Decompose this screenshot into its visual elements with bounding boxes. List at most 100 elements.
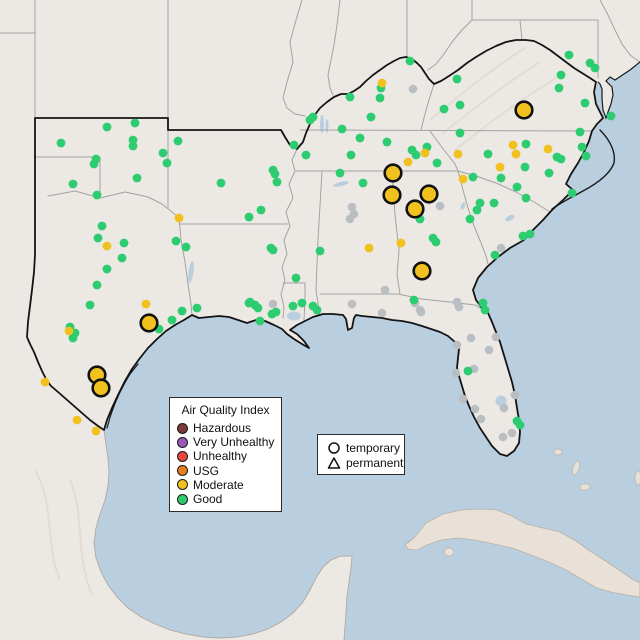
station-dot-no-data [498, 432, 508, 442]
station-dot-good [452, 74, 462, 84]
station-dot-good [455, 100, 465, 110]
aqi-item-label: Hazardous [193, 421, 252, 436]
bahamas-island [572, 460, 580, 476]
station-dot-temporary-moderate [419, 184, 439, 204]
station-dot-moderate [420, 148, 430, 158]
station-dot-good [335, 168, 345, 178]
station-dot-moderate [511, 149, 521, 159]
station-dot-good [97, 221, 107, 231]
station-dot-moderate [174, 213, 184, 223]
station-dot-good [409, 295, 419, 305]
station-dot-good [173, 136, 183, 146]
station-dot-good [167, 315, 177, 325]
station-dot-good [405, 56, 415, 66]
station-dot-moderate [72, 415, 82, 425]
station-dot-no-data [484, 345, 494, 355]
station-dot-no-data [507, 428, 517, 438]
station-dot-good [268, 245, 278, 255]
station-dot-moderate [377, 78, 387, 88]
station-dot-good [346, 150, 356, 160]
station-dot-good [244, 212, 254, 222]
station-dot-good [291, 273, 301, 283]
aqi-legend-title: Air Quality Index [181, 403, 270, 417]
station-dot-no-data [347, 202, 357, 212]
isla-juventud [443, 547, 455, 557]
bahamas-island [579, 483, 591, 491]
northeast-coastline [597, 61, 640, 120]
station-dot-good [375, 93, 385, 103]
station-dot-good [606, 111, 616, 121]
station-dot-good [89, 159, 99, 169]
station-dot-good [480, 305, 490, 315]
station-dot-moderate [495, 162, 505, 172]
station-dot-good [158, 148, 168, 158]
station-dot-moderate [64, 326, 74, 336]
station-dot-good [355, 133, 365, 143]
aqi-item-label: Good [193, 492, 223, 507]
station-dot-good [432, 158, 442, 168]
station-dot-good [496, 173, 506, 183]
station-dot-good [119, 238, 129, 248]
state-borders [0, 0, 640, 321]
station-dot-good [590, 63, 600, 73]
permanent-triangle-icon [326, 456, 341, 470]
marker-legend-label: temporary [346, 440, 401, 455]
station-dot-good [177, 306, 187, 316]
station-dot-good [489, 198, 499, 208]
station-dot-good [288, 301, 298, 311]
aqi-item-label: Very Unhealthy [193, 435, 275, 450]
station-dot-no-data [415, 305, 425, 315]
aqi-item-label: USG [193, 463, 220, 478]
lakes [188, 115, 515, 407]
station-dot-good [580, 98, 590, 108]
station-dot-good [301, 150, 311, 160]
station-dot-good [439, 104, 449, 114]
station-dot-good [521, 193, 531, 203]
station-dot-moderate [40, 377, 50, 387]
aqi-legend-item: USG [170, 464, 281, 478]
station-dot-no-data [380, 285, 390, 295]
aqi-item-label: Unhealthy [193, 449, 248, 464]
station-dot-good [521, 139, 531, 149]
station-dot-good [483, 149, 493, 159]
station-dot-good [465, 214, 475, 224]
station-dot-no-data [466, 333, 476, 343]
station-dot-no-data [458, 394, 468, 404]
station-dot-good [544, 168, 554, 178]
station-dot-good [520, 162, 530, 172]
station-dot-good [92, 280, 102, 290]
station-dot-good [411, 150, 421, 160]
station-dot-temporary-moderate [514, 100, 534, 120]
station-dot-no-data [496, 243, 506, 253]
station-dot-no-data [476, 414, 486, 424]
aqi-legend-item: Hazardous [170, 421, 281, 435]
station-dot-good [431, 237, 441, 247]
station-dot-good [68, 333, 78, 343]
aqi-legend-item: Good [170, 492, 281, 506]
terrain-shading [34, 47, 557, 596]
outer-banks [551, 129, 616, 210]
station-dot-good [289, 140, 299, 150]
station-dot-good [556, 154, 566, 164]
station-dot-no-data [451, 368, 461, 378]
station-dot-no-data [408, 84, 418, 94]
station-dot-good [515, 420, 525, 430]
station-dot-moderate [458, 174, 468, 184]
station-dot-good [297, 298, 307, 308]
station-dot-no-data [452, 340, 462, 350]
station-dot-good [162, 158, 172, 168]
station-dot-good [556, 70, 566, 80]
aqi-legend-item: Unhealthy [170, 449, 281, 463]
station-dot-no-data [470, 404, 480, 414]
station-dot-good [253, 303, 263, 313]
station-dot-good [366, 112, 376, 122]
cuba [404, 508, 640, 598]
station-dot-good [312, 305, 322, 315]
station-dot-good [358, 178, 368, 188]
station-dot-good [468, 172, 478, 182]
station-dot-moderate [508, 140, 518, 150]
marker-legend-label: permanent [346, 455, 404, 470]
station-dot-good [525, 229, 535, 239]
station-dot-good [68, 179, 78, 189]
